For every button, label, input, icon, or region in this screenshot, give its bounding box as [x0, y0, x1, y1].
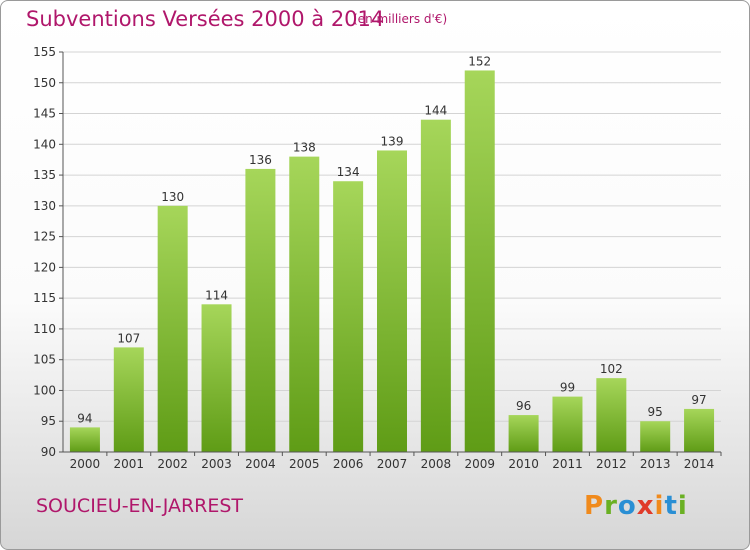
logo-letter: r [604, 491, 618, 521]
x-tick-label: 2010 [508, 457, 539, 471]
bar-2014[interactable] [684, 408, 715, 452]
x-tick-label: 2000 [70, 457, 101, 471]
x-tick-label: 2004 [245, 457, 276, 471]
x-tick-label: 2013 [640, 457, 671, 471]
data-label: 130 [161, 190, 184, 204]
y-tick-label: 150 [33, 76, 56, 90]
data-label: 138 [293, 141, 316, 155]
logo-letter: o [617, 491, 637, 521]
y-tick-label: 110 [33, 322, 56, 336]
data-label: 102 [600, 362, 623, 376]
y-tick-label: 105 [33, 353, 56, 367]
x-tick-label: 2008 [421, 457, 452, 471]
data-label: 114 [205, 288, 228, 302]
x-tick-label: 2002 [157, 457, 188, 471]
logo-letter: P [584, 491, 605, 521]
bars [69, 70, 715, 452]
x-tick-label: 2003 [201, 457, 232, 471]
labels: 90 95 100 105 110 115 120 125 130 135 140 145 150 155… [33, 45, 714, 471]
y-tick-label: 135 [33, 168, 56, 182]
y-tick-label: 100 [33, 383, 56, 397]
x-tick-label: 2014 [684, 457, 715, 471]
bar-2013[interactable] [640, 421, 671, 452]
x-tick-label: 2012 [596, 457, 627, 471]
data-label: 136 [249, 153, 272, 167]
bar-2006[interactable] [333, 181, 364, 452]
chart-title: Subventions Versées 2000 à 2014 [26, 7, 385, 31]
logo-letter: t [664, 491, 678, 521]
x-tick-label: 2005 [289, 457, 320, 471]
y-tick-label: 125 [33, 230, 56, 244]
x-tick-label: 2006 [333, 457, 364, 471]
data-label: 144 [424, 104, 447, 118]
bar-2008[interactable] [420, 119, 451, 452]
y-tick-label: 130 [33, 199, 56, 213]
y-tick-label: 90 [41, 445, 56, 459]
bar-2011[interactable] [552, 396, 583, 452]
axes [59, 51, 722, 456]
bar-2004[interactable] [245, 168, 276, 452]
data-label: 97 [691, 393, 706, 407]
bar-2005[interactable] [289, 156, 320, 452]
bar-2007[interactable] [377, 150, 407, 452]
unit-label: (en milliers d'€) [353, 12, 448, 26]
bar-2009[interactable] [464, 70, 495, 452]
y-tick-label: 155 [33, 45, 56, 59]
x-tick-label: 2007 [377, 457, 408, 471]
data-label: 107 [117, 331, 140, 345]
logo-letter: x [636, 491, 655, 521]
y-tick-label: 120 [33, 260, 56, 274]
bar-2010[interactable] [508, 415, 539, 452]
data-label: 99 [560, 381, 575, 395]
logo-letter: i [677, 491, 688, 521]
bar-2002[interactable] [157, 205, 188, 452]
proxiti-logo[interactable]: Proxiti [584, 491, 688, 521]
bar-2003[interactable] [201, 304, 232, 452]
y-tick-label: 95 [41, 414, 56, 428]
data-label: 96 [516, 399, 531, 413]
data-label: 152 [468, 54, 491, 68]
data-label: 139 [381, 134, 404, 148]
y-tick-label: 140 [33, 137, 56, 151]
data-label: 95 [648, 405, 663, 419]
bar-2001[interactable] [113, 347, 144, 452]
commune-name: SOUCIEU-EN-JARREST [36, 495, 244, 517]
data-label: 94 [77, 411, 92, 425]
y-tick-label: 145 [33, 107, 56, 121]
bar-2012[interactable] [596, 378, 627, 452]
logo-letter: i [654, 491, 665, 521]
x-tick-label: 2009 [464, 457, 495, 471]
bar-2000[interactable] [69, 427, 100, 452]
y-tick-label: 115 [33, 291, 56, 305]
data-label: 134 [337, 165, 360, 179]
x-tick-label: 2011 [552, 457, 583, 471]
x-tick-label: 2001 [114, 457, 145, 471]
